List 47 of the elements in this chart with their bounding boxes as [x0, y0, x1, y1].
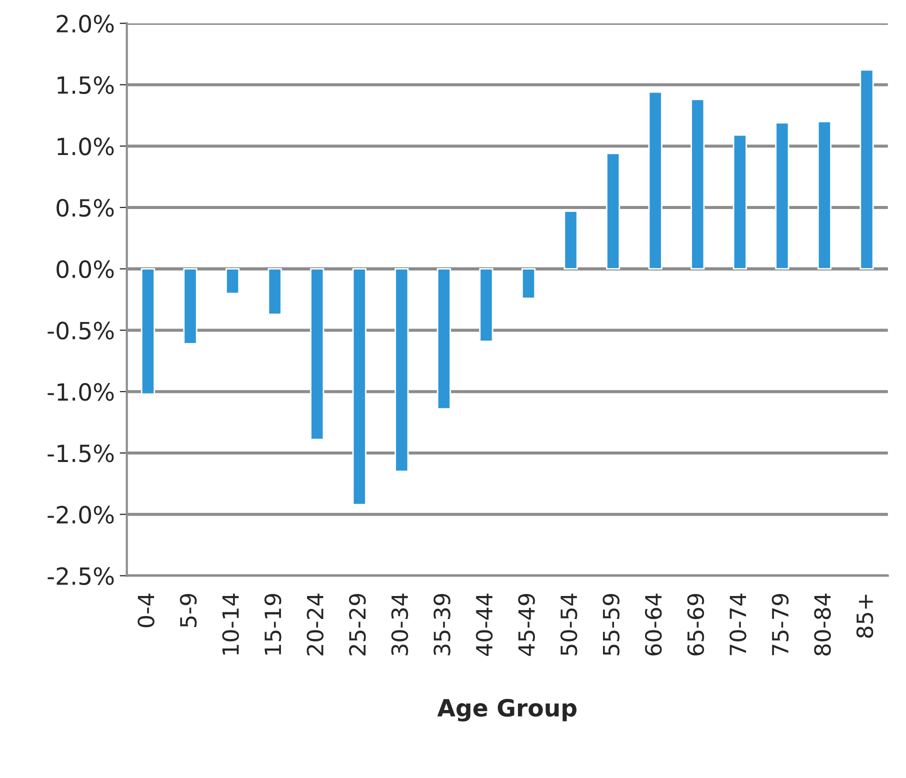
bar	[817, 120, 832, 270]
x-tick-label: 45-49	[518, 594, 535, 656]
y-tick-label: -2.5%	[48, 567, 114, 586]
x-tick-label: 65-69	[687, 594, 704, 656]
y-tick-label: 0.5%	[56, 198, 114, 217]
x-axis-title: Age Group	[437, 698, 576, 722]
x-tick-label: 15-19	[264, 594, 282, 655]
x-tick-label: 10-14	[222, 594, 239, 655]
x-tick-label: 80-84	[814, 594, 831, 656]
x-tick-label: 40-44	[476, 594, 493, 656]
bar	[394, 268, 409, 472]
y-tick-label: 2.0%	[56, 14, 114, 33]
bar	[140, 268, 156, 395]
x-tick-label: 70-74	[730, 594, 746, 656]
y-tick-label: 0.0%	[56, 260, 114, 278]
bar	[860, 69, 874, 270]
y-tick-label: -1.5%	[48, 444, 114, 462]
bar	[183, 268, 198, 344]
x-tick-label: 30-34	[391, 594, 408, 656]
x-tick-label: 75-79	[772, 594, 789, 656]
x-tick-label: 25-29	[349, 594, 366, 656]
x-tick-label: 55-59	[602, 594, 620, 656]
bar	[521, 268, 536, 299]
y-tick-label: -1.0%	[48, 383, 114, 401]
bar	[310, 268, 324, 440]
x-tick-label: 60-64	[644, 594, 662, 656]
bar	[732, 134, 747, 270]
bar	[226, 268, 240, 294]
y-tick-label: -0.5%	[48, 322, 114, 340]
bar	[436, 268, 451, 410]
bar	[352, 268, 366, 506]
bar	[648, 91, 662, 270]
bar	[690, 98, 705, 270]
x-tick-label: 85+	[856, 594, 874, 638]
bar	[268, 268, 282, 315]
x-tick-label: 5-9	[180, 594, 197, 627]
y-tick-label: -2.0%	[48, 506, 114, 524]
bar	[479, 268, 494, 342]
x-tick-label: 35-39	[434, 594, 450, 656]
y-tick-label: 1.0%	[58, 138, 114, 156]
x-tick-label: 0-4	[138, 594, 154, 628]
bar	[775, 122, 790, 270]
x-tick-label: 50-54	[560, 594, 578, 656]
x-tick-label: 20-24	[306, 594, 324, 656]
bar	[606, 152, 620, 270]
y-tick-label: 1.5%	[58, 76, 114, 94]
bar	[564, 210, 578, 270]
